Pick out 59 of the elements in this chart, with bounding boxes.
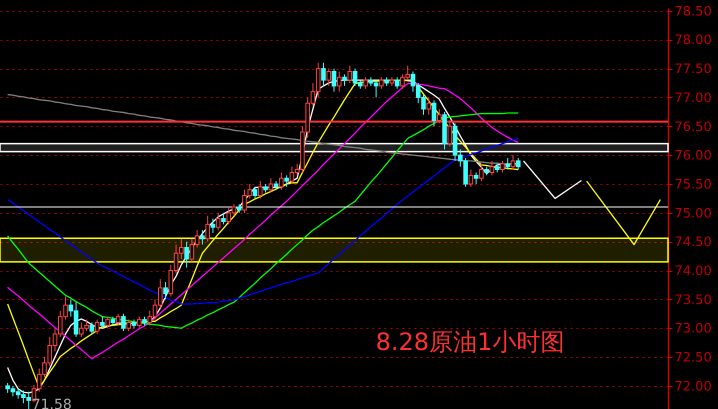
candlestick xyxy=(468,169,474,188)
candlestick xyxy=(210,218,216,234)
candlestick xyxy=(205,215,210,242)
y-tick-label: 75.00 xyxy=(674,206,712,222)
candlestick xyxy=(116,313,120,326)
line-series xyxy=(6,112,519,329)
candlestick xyxy=(479,163,484,182)
candlestick xyxy=(221,212,226,225)
candlestick xyxy=(332,68,336,92)
candlestick xyxy=(268,178,274,194)
candlestick xyxy=(500,160,505,173)
candlestick xyxy=(342,74,347,86)
candlestick xyxy=(436,108,442,124)
candlestick xyxy=(252,186,258,199)
candlestick xyxy=(432,100,436,127)
y-tick-label: 76.50 xyxy=(674,120,712,135)
candlestick xyxy=(505,158,510,170)
y-tick-label: 73.50 xyxy=(674,292,712,308)
candlestick xyxy=(394,76,400,90)
candlestick xyxy=(336,70,342,92)
candlestick xyxy=(510,154,516,170)
candlestick xyxy=(426,96,432,116)
y-tick-label: 72.00 xyxy=(674,379,712,394)
candlestick xyxy=(284,174,289,188)
candlestick xyxy=(105,316,110,329)
candlestick xyxy=(279,172,284,190)
y-tick-label: 74.00 xyxy=(674,264,712,280)
y-tick-label: 77.00 xyxy=(674,90,712,106)
y-tick-label: 72.50 xyxy=(674,350,712,366)
candlestick xyxy=(326,68,332,86)
candlestick xyxy=(200,230,205,246)
candlestick xyxy=(347,65,352,84)
y-tick-label: 75.50 xyxy=(674,177,712,192)
candlestick xyxy=(136,316,142,329)
y-tick-label: 77.50 xyxy=(674,62,712,78)
y-tick-label: 73.00 xyxy=(674,322,712,337)
candlestick xyxy=(516,158,521,170)
y-tick-label: 74.50 xyxy=(674,235,712,250)
y-tick-label: 76.00 xyxy=(674,148,712,164)
y-tick-label: 78.00 xyxy=(674,33,712,48)
line-series xyxy=(6,138,519,305)
candlestick xyxy=(379,76,384,90)
candlestick xyxy=(184,241,189,268)
annotation: 71.58 xyxy=(32,397,72,409)
candlestick xyxy=(321,62,326,86)
candlestick xyxy=(474,172,478,184)
candlestick xyxy=(126,319,132,332)
candlestick xyxy=(216,212,220,231)
candlestick xyxy=(94,319,100,334)
candlestick xyxy=(163,282,168,300)
candlestick xyxy=(258,180,263,199)
candlestick xyxy=(490,160,494,176)
candlestick xyxy=(448,120,452,147)
text: 8.28原油1小时图 xyxy=(376,328,564,356)
candlestick xyxy=(363,76,368,90)
candlestick xyxy=(121,313,126,332)
candlestick xyxy=(90,322,94,334)
y-tick-label: 78.50 xyxy=(674,4,712,20)
candlestick xyxy=(100,316,105,329)
